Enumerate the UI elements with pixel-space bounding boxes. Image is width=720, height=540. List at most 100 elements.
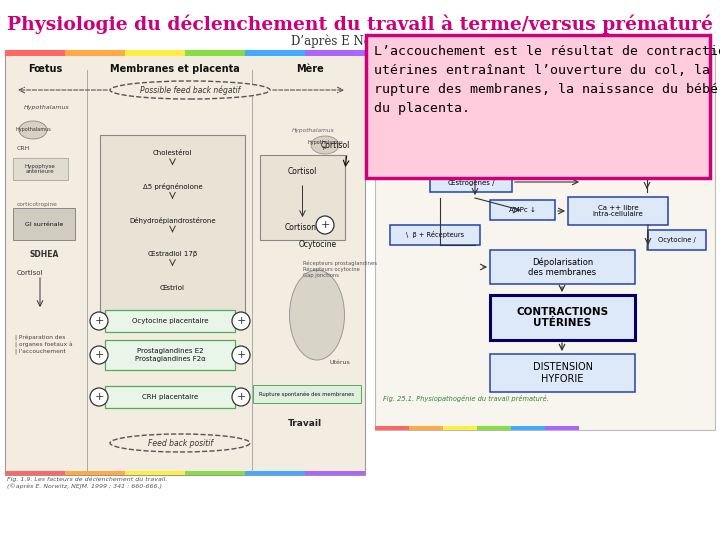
Bar — [125, 50, 185, 56]
Bar — [648, 230, 706, 250]
Ellipse shape — [311, 136, 339, 154]
Bar — [490, 295, 635, 340]
Text: ACTH /: ACTH / — [527, 118, 551, 124]
Text: Prostaglandines E2
Prostaglandines F2α: Prostaglandines E2 Prostaglandines F2α — [135, 348, 205, 361]
Text: Gl surrénale: Gl surrénale — [25, 221, 63, 226]
Bar — [366, 35, 710, 178]
Text: STRESS MATERNEL: STRESS MATERNEL — [410, 118, 475, 124]
Text: +: + — [236, 392, 246, 402]
Text: Cortisol: Cortisol — [17, 270, 43, 276]
Bar — [375, 50, 409, 56]
Text: Récepteurs prostaglandines
Récepteurs ocytocine
Gap jonctions: Récepteurs prostaglandines Récepteurs oc… — [303, 260, 377, 278]
Bar — [375, 426, 409, 430]
Circle shape — [90, 346, 108, 364]
Bar — [305, 471, 365, 475]
Text: Ocytocine /: Ocytocine / — [658, 237, 696, 243]
Bar — [375, 50, 715, 430]
Bar — [5, 50, 365, 475]
Bar — [430, 172, 512, 192]
Bar — [13, 158, 68, 180]
Text: Membranes et placenta: Membranes et placenta — [110, 64, 240, 74]
Text: +: + — [236, 316, 246, 326]
Text: Cortisol: Cortisol — [288, 166, 318, 176]
Text: Utérus: Utérus — [330, 360, 351, 365]
Bar — [5, 50, 65, 56]
Bar — [65, 50, 125, 56]
Text: | Préparation des
| organes foetaux à
| l'accouchement: | Préparation des | organes foetaux à | … — [15, 335, 73, 354]
Bar — [409, 426, 443, 430]
Text: Travail: Travail — [288, 418, 322, 428]
Text: Hypophyse
antérieure: Hypophyse antérieure — [24, 164, 55, 174]
Text: Fig. 25.1. Physiopathogénie du travail prématuré.: Fig. 25.1. Physiopathogénie du travail p… — [383, 395, 549, 402]
Text: Δ5 prégnénolone: Δ5 prégnénolone — [143, 183, 202, 190]
Bar — [595, 72, 700, 102]
Bar — [477, 50, 511, 56]
Text: Œstrogènes /: Œstrogènes / — [448, 179, 494, 186]
Bar — [245, 471, 305, 475]
Text: Cortisol: Cortisol — [320, 141, 350, 150]
Text: Fig. 1.9. Les facteurs de déclenchement du travail.
(©après E. Norwitz, NEJM. 19: Fig. 1.9. Les facteurs de déclenchement … — [7, 477, 167, 489]
Bar — [443, 50, 477, 56]
Text: Ocytocine: Ocytocine — [299, 240, 337, 249]
Bar — [260, 155, 345, 240]
Bar — [125, 471, 185, 475]
Bar — [430, 73, 520, 95]
Bar — [65, 471, 125, 475]
Text: SDHEA: SDHEA — [30, 250, 59, 259]
Circle shape — [232, 388, 250, 406]
Bar — [511, 50, 545, 56]
Text: +: + — [94, 350, 104, 360]
Bar — [430, 145, 510, 165]
Text: CRH: CRH — [17, 146, 30, 151]
Bar — [511, 426, 545, 430]
Bar — [568, 197, 668, 225]
Text: Cortisol /: Cortisol / — [454, 152, 485, 158]
Text: L’accouchement est le résultat de contractions
utérines entraînant l’ouverture d: L’accouchement est le résultat de contra… — [374, 45, 720, 115]
Text: Cholestérol: Cholestérol — [153, 150, 192, 156]
Bar — [390, 110, 495, 132]
Ellipse shape — [110, 434, 250, 452]
Text: Feed back positif: Feed back positif — [148, 438, 212, 448]
Bar — [490, 250, 635, 284]
Text: Hypothalamus: Hypothalamus — [24, 105, 70, 110]
Bar — [105, 310, 235, 332]
Text: Mère: Mère — [296, 64, 324, 74]
Text: Œstriol: Œstriol — [160, 285, 185, 291]
Circle shape — [316, 216, 334, 234]
Bar — [490, 354, 635, 392]
Bar — [253, 385, 361, 403]
Bar — [490, 200, 555, 220]
Bar — [409, 50, 443, 56]
Text: CONTRACTIONS
UTÉRINES: CONTRACTIONS UTÉRINES — [516, 307, 608, 328]
Bar — [545, 426, 579, 430]
Text: Œstradiol 17β: Œstradiol 17β — [148, 251, 197, 257]
Text: \  β + Récepteurs: \ β + Récepteurs — [406, 232, 464, 239]
Bar — [305, 50, 365, 56]
Text: D’après E Norwitz.NEJM.1999 ; 341 : 660-666: D’après E Norwitz.NEJM.1999 ; 341 : 660-… — [292, 34, 569, 48]
Ellipse shape — [19, 121, 47, 139]
Text: Dépolarisation
des membranes: Dépolarisation des membranes — [528, 257, 597, 277]
Bar — [443, 426, 477, 430]
Circle shape — [90, 388, 108, 406]
Text: AMPc ↓: AMPc ↓ — [509, 207, 536, 213]
Bar — [582, 110, 697, 132]
Bar — [185, 50, 245, 56]
Bar — [490, 295, 635, 340]
Bar — [5, 471, 65, 475]
Bar — [13, 208, 75, 240]
Text: Possible feed back négatif: Possible feed back négatif — [140, 85, 240, 94]
Circle shape — [232, 346, 250, 364]
Text: +: + — [236, 350, 246, 360]
Text: PROSTAOLANDINES \: PROSTAOLANDINES \ — [607, 152, 672, 158]
Text: +: + — [320, 220, 330, 230]
Circle shape — [90, 312, 108, 330]
Bar — [545, 50, 579, 56]
Text: Déhydroépiandrostérone: Déhydroépiandrostérone — [129, 217, 216, 224]
Bar — [477, 426, 511, 430]
Text: Ca ++ libre
intra-cellulaire: Ca ++ libre intra-cellulaire — [593, 205, 644, 218]
Circle shape — [232, 312, 250, 330]
Text: +: + — [94, 316, 104, 326]
Bar — [510, 110, 568, 132]
Ellipse shape — [289, 270, 344, 360]
Bar — [390, 225, 480, 245]
